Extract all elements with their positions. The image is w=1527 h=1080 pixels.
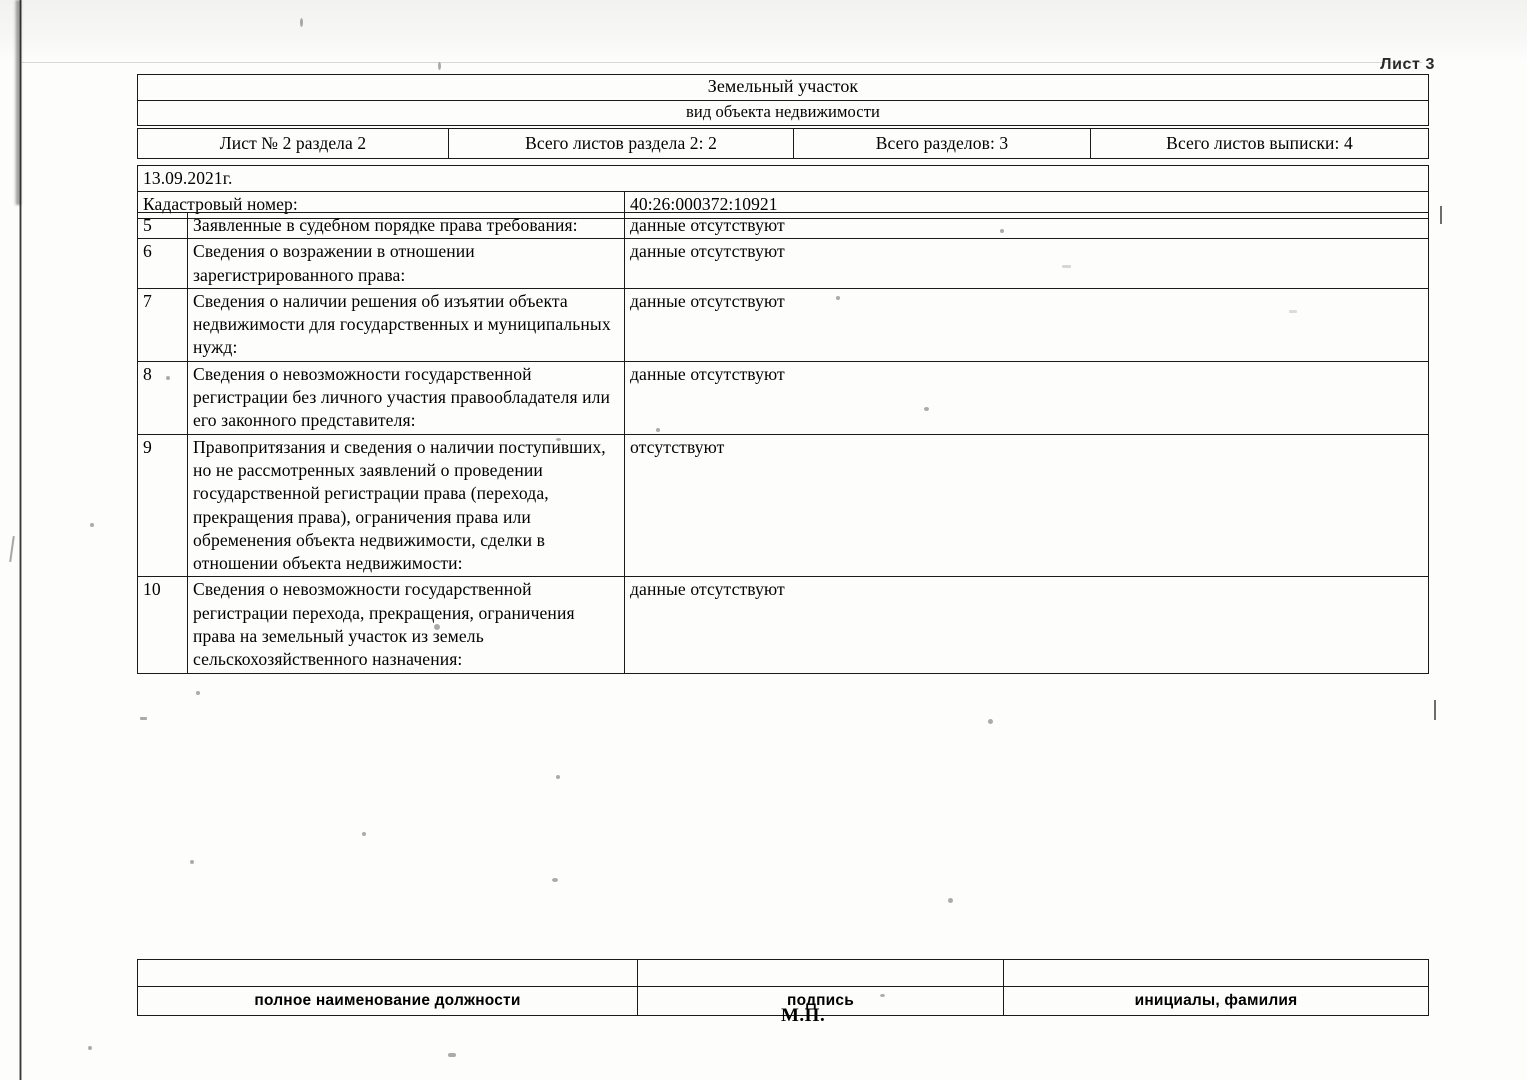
table-row: 5 Заявленные в судебном порядке права тр… [137,211,1429,240]
scan-tick [1440,206,1442,224]
table-row: 8 Сведения о невозможности государственн… [137,360,1429,435]
sheet-of-section: Лист № 2 раздела 2 [137,128,449,159]
scan-speck [988,719,993,724]
row-value: данные отсутствуют [624,211,1429,240]
table-row: 10 Сведения о невозможности государствен… [137,576,1429,674]
row-label: Сведения о возражении в отношении зареги… [187,238,625,289]
identification-table: 13.09.2021г. Кадастровый номер: 40:26:00… [137,164,1429,219]
row-label: Сведения о невозможности государственной… [187,360,625,435]
table-row: Земельный участок [137,74,1429,101]
position-value [137,959,638,987]
row-number: 6 [137,238,188,289]
row-label: Заявленные в судебном порядке права треб… [187,211,625,240]
scan-tick [9,535,15,563]
scan-speck [190,860,194,864]
sheet-number-label: Лист 3 [1380,56,1435,73]
scan-speck [448,1053,456,1057]
row-label: Правопритязания и сведения о наличии пос… [187,433,625,578]
scan-tick [1434,700,1436,720]
attributes-table: 5 Заявленные в судебном порядке права тр… [137,211,1429,674]
row-value: отсутствуют [624,433,1429,578]
scan-speck [552,878,558,882]
position-caption: полное наименование должности [137,986,638,1016]
row-number: 8 [137,360,188,435]
object-kind-caption: вид объекта недвижимости [137,99,1429,126]
row-label: Сведения о наличии решения об изъятии об… [187,287,625,362]
row-number: 10 [137,576,188,674]
scan-speck [300,18,303,27]
total-sections: Всего разделов: 3 [793,128,1091,159]
scan-speck [140,717,147,720]
row-label: Сведения о невозможности государственной… [187,576,625,674]
scan-edge-left [19,0,22,1080]
row-number: 5 [137,211,188,240]
row-value: данные отсутствуют [624,238,1429,289]
signature-table: полное наименование должности подпись ин… [137,959,1429,1016]
total-sheets-of-section: Всего листов раздела 2: 2 [448,128,794,159]
scan-speck [90,523,94,527]
table-row: 13.09.2021г. [137,164,1429,193]
signature-value [637,959,1004,987]
table-row: 9 Правопритязания и сведения о наличии п… [137,433,1429,578]
row-value: данные отсутствуют [624,360,1429,435]
scan-speck [362,832,366,836]
scan-fold-line [22,62,1422,63]
scan-speck [556,775,560,779]
scan-top-band [0,0,1527,62]
table-row: вид объекта недвижимости [137,99,1429,126]
table-row [137,959,1429,987]
scan-speck [438,62,441,70]
total-sheets-of-extract: Всего листов выписки: 4 [1090,128,1429,159]
row-value: данные отсутствуют [624,576,1429,674]
document-date: 13.09.2021г. [137,164,1429,193]
scan-edge-shadow [14,0,22,205]
name-value [1003,959,1429,987]
scan-speck [196,691,200,695]
name-caption: инициалы, фамилия [1003,986,1429,1016]
row-number: 7 [137,287,188,362]
sheet-meta-table: Лист № 2 раздела 2 Всего листов раздела … [137,128,1429,159]
scan-speck [948,898,953,903]
object-kind-value: Земельный участок [137,74,1429,101]
object-kind-table: Земельный участок вид объекта недвижимос… [137,74,1429,126]
signature-caption: подпись [637,986,1004,1016]
table-row: 6 Сведения о возражении в отношении заре… [137,238,1429,289]
scan-speck [88,1046,92,1050]
table-row: 7 Сведения о наличии решения об изъятии … [137,287,1429,362]
stamp-placeholder: М.П. [781,1005,826,1026]
table-row: Лист № 2 раздела 2 Всего листов раздела … [137,128,1429,159]
row-number: 9 [137,433,188,578]
table-row: полное наименование должности подпись ин… [137,986,1429,1016]
row-value: данные отсутствуют [624,287,1429,362]
